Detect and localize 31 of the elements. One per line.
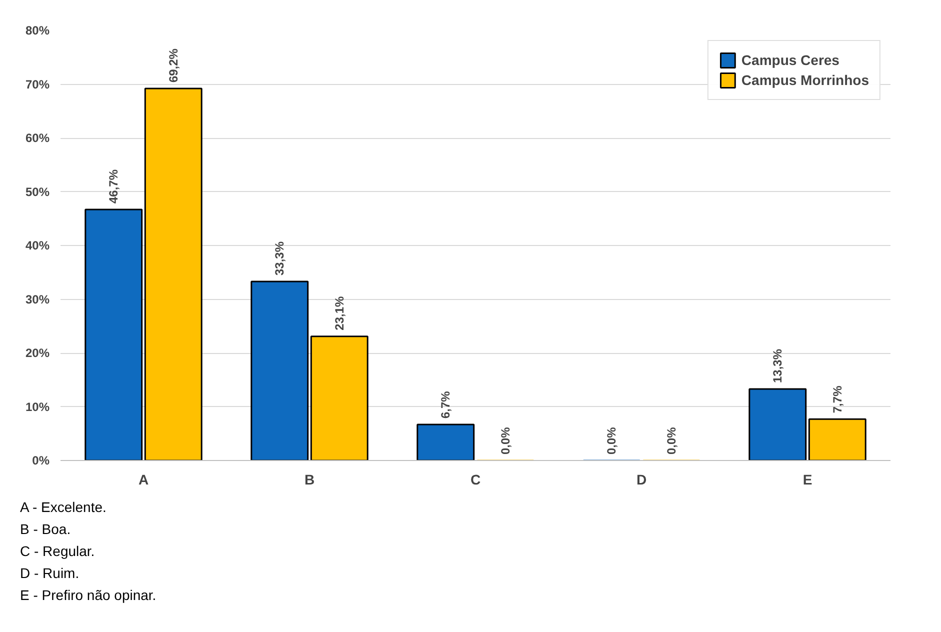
y-tick-label: 0%	[32, 454, 50, 468]
legend-label: Campus Morrinhos	[741, 72, 869, 88]
x-tick-label: B	[304, 472, 315, 488]
data-label: 13,3%	[770, 348, 785, 384]
x-tick-label: D	[636, 472, 647, 488]
data-label: 23,1%	[332, 296, 346, 330]
data-label: 33,3%	[272, 241, 287, 276]
y-tick-label: 60%	[25, 131, 50, 145]
text: B - Boa.	[20, 520, 72, 539]
y-tick-label: 80%	[25, 24, 50, 38]
data-label: 46,7%	[106, 169, 121, 204]
x-tick-label: E	[802, 472, 812, 488]
x-tick-label: C	[470, 472, 481, 488]
data-label: 0,0%	[498, 426, 512, 454]
y-tick-label: 30%	[25, 292, 50, 306]
text: D - Ruim.	[20, 564, 80, 583]
y-tick-label: 50%	[25, 184, 50, 199]
data-label: 0,0%	[604, 426, 619, 454]
y-tick-label: 70%	[25, 77, 50, 92]
y-tick-label: 10%	[25, 400, 50, 414]
data-label: 0,0%	[664, 426, 678, 454]
y-tick-label: 40%	[25, 238, 50, 252]
data-label: 7,7%	[830, 385, 844, 414]
text: E - Prefiro não opinar.	[20, 586, 156, 605]
data-label: 69,2%	[166, 48, 180, 83]
x-tick-label: A	[138, 472, 149, 488]
text: C - Regular.	[20, 542, 96, 561]
text: A - Excelente.	[20, 498, 108, 517]
data-label: 6,7%	[438, 390, 453, 418]
legend-label: Campus Ceres	[741, 52, 840, 68]
y-tick-label: 20%	[25, 346, 50, 360]
